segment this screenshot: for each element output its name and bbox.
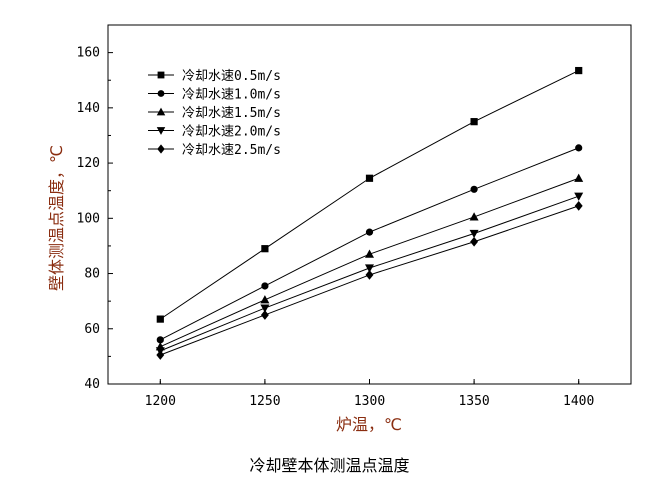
data-point [260, 295, 270, 304]
data-point [261, 245, 269, 253]
series [156, 66, 583, 323]
legend-entry: 冷却水速0.5m/s [148, 69, 281, 84]
data-point [575, 144, 583, 152]
data-point [260, 304, 270, 313]
data-point [470, 118, 478, 126]
y-tick-label: 160 [77, 46, 100, 61]
data-point [156, 350, 165, 360]
data-point [156, 315, 164, 323]
legend-entry: 冷却水速2.0m/s [148, 125, 281, 140]
data-point [365, 174, 374, 182]
data-point [261, 282, 269, 290]
series [155, 173, 584, 351]
y-tick-label: 140 [77, 101, 100, 116]
x-tick-label: 1400 [563, 394, 594, 409]
legend-marker [157, 71, 165, 79]
y-tick-label: 100 [77, 211, 100, 226]
legend-label: 冷却水速1.5m/s [182, 106, 281, 121]
legend-marker [156, 107, 166, 116]
series [156, 144, 583, 344]
data-point [469, 229, 479, 239]
data-point [365, 270, 374, 280]
x-tick-label: 1200 [145, 394, 176, 409]
legend-label: 冷却水速0.5m/s [182, 69, 281, 84]
y-axis-title: 壁体测温点温度，℃ [47, 145, 66, 291]
data-point [365, 249, 374, 258]
series-line [160, 177, 579, 348]
y-tick-label: 120 [77, 156, 100, 171]
x-tick-label: 1300 [354, 394, 385, 409]
data-point [470, 236, 479, 247]
data-point [260, 310, 269, 320]
x-axis-title: 炉温，℃ [336, 415, 402, 434]
legend-marker [157, 144, 165, 154]
axis-ticks: 1200 1250 1300 1350 1400 40 60 80 100 120 140 160 [77, 46, 595, 409]
data-point [365, 264, 374, 273]
series [155, 192, 584, 356]
data-point [574, 201, 583, 211]
legend: 冷却水速0.5m/s 冷却水速1.0m/s 冷却水速1.5m/s 冷却水速2.0m/s… [148, 69, 281, 158]
legend-label: 冷却水速2.5m/s [182, 143, 281, 158]
legend-label: 冷却水速1.0m/s [182, 88, 281, 103]
data-point [574, 192, 584, 201]
data-point [575, 66, 583, 75]
line-chart: 1200 1250 1300 1350 1400 40 60 80 100 120 140 160 冷… [47, 24, 632, 434]
data-point [574, 173, 584, 182]
x-tick-label: 1350 [458, 394, 489, 409]
legend-entry: 冷却水速1.0m/s [148, 88, 281, 103]
y-tick-label: 60 [84, 322, 100, 337]
x-tick-label: 1250 [249, 394, 280, 409]
data-point [365, 228, 374, 236]
y-tick-label: 80 [84, 267, 100, 282]
legend-entry: 冷却水速1.5m/s [148, 106, 281, 121]
figure-caption: 冷却壁本体测温点温度 [249, 456, 410, 475]
series-layer [155, 66, 584, 360]
legend-marker [156, 127, 166, 135]
series-line [160, 205, 579, 356]
data-point [470, 185, 478, 193]
legend-entry: 冷却水速2.5m/s [148, 143, 281, 158]
y-tick-label: 40 [84, 377, 100, 392]
series [156, 201, 583, 360]
data-point [156, 336, 164, 344]
legend-marker [157, 90, 165, 97]
legend-label: 冷却水速2.0m/s [182, 125, 281, 140]
data-point [469, 212, 479, 221]
